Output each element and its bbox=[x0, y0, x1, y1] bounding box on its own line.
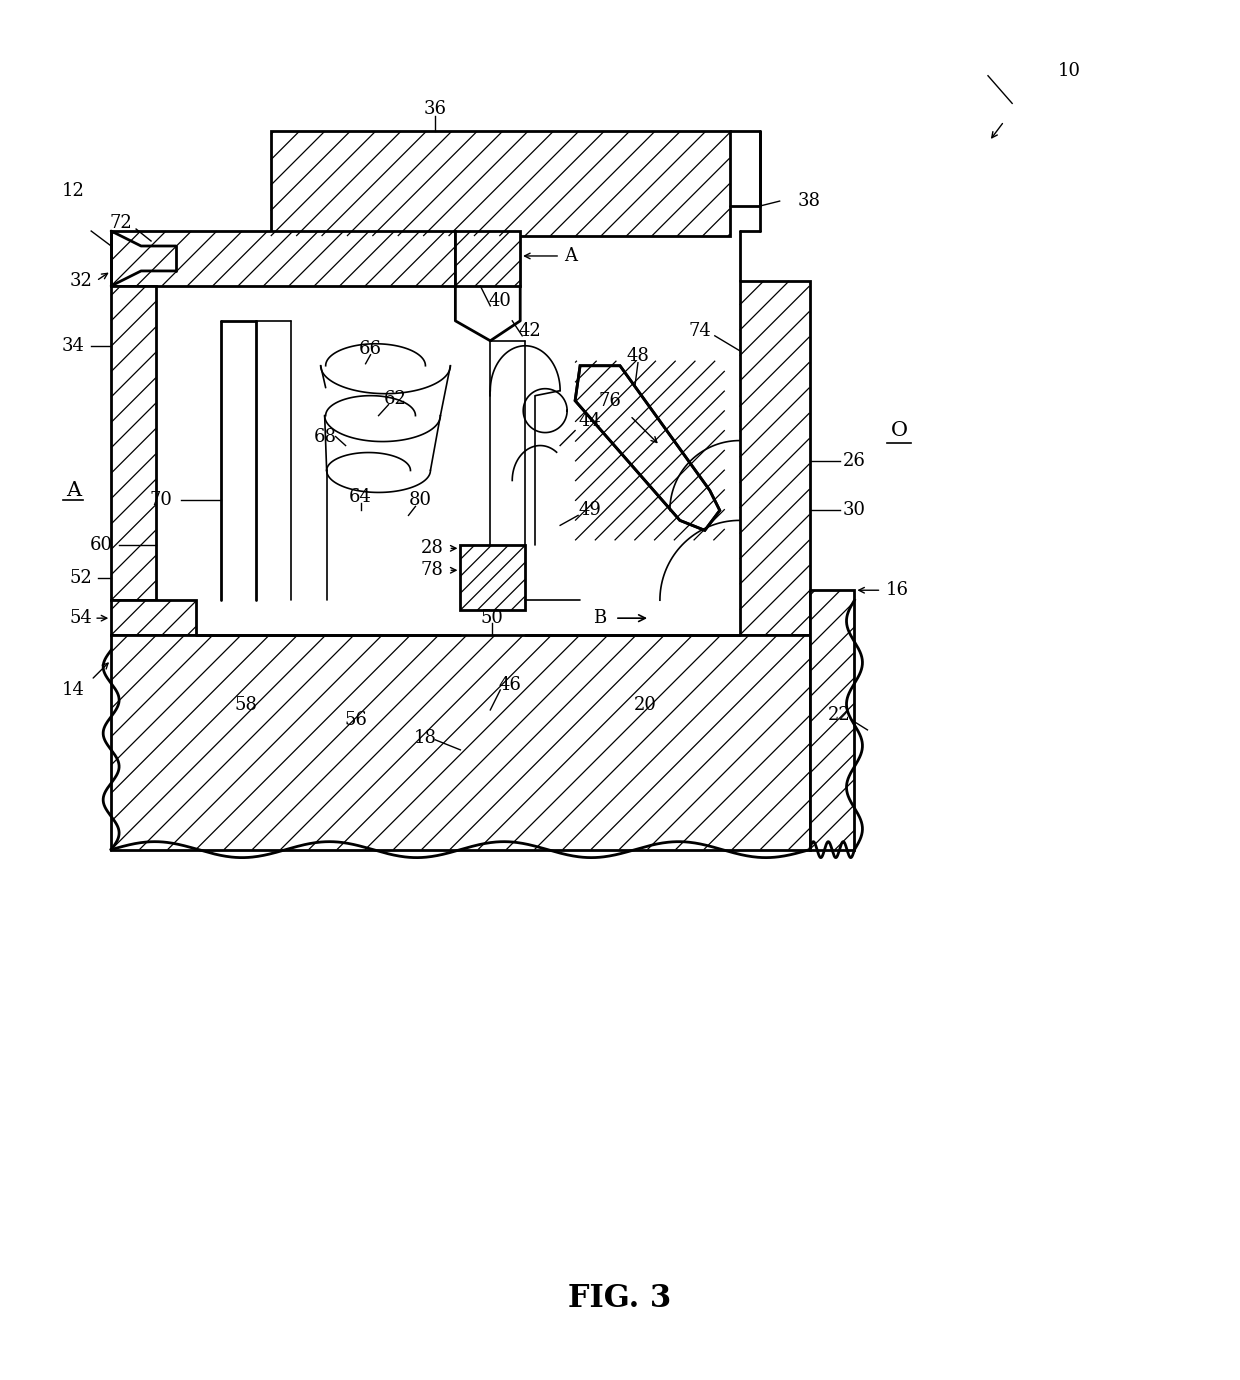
Text: 18: 18 bbox=[414, 729, 436, 747]
Text: 48: 48 bbox=[626, 346, 650, 364]
Bar bbox=[810, 591, 854, 850]
Bar bbox=[455, 230, 521, 286]
Text: 68: 68 bbox=[314, 428, 337, 446]
Text: B: B bbox=[594, 609, 606, 627]
Text: 32: 32 bbox=[69, 272, 93, 290]
Text: 56: 56 bbox=[345, 711, 367, 729]
Text: 76: 76 bbox=[599, 392, 621, 410]
Bar bbox=[112, 600, 196, 635]
Bar bbox=[460, 545, 526, 610]
Text: 49: 49 bbox=[579, 501, 601, 519]
Bar bbox=[270, 131, 730, 236]
Bar bbox=[112, 230, 455, 286]
Text: 52: 52 bbox=[69, 570, 93, 588]
Text: 44: 44 bbox=[579, 411, 601, 429]
Text: 36: 36 bbox=[424, 101, 446, 119]
Text: 40: 40 bbox=[489, 293, 512, 310]
Text: 80: 80 bbox=[409, 491, 432, 509]
Text: 78: 78 bbox=[422, 562, 444, 580]
Text: 38: 38 bbox=[799, 192, 821, 210]
Text: 30: 30 bbox=[843, 501, 866, 519]
Text: 62: 62 bbox=[384, 389, 407, 407]
Text: 42: 42 bbox=[518, 322, 542, 339]
Polygon shape bbox=[575, 366, 719, 530]
Text: O: O bbox=[890, 421, 908, 440]
Text: 64: 64 bbox=[350, 489, 372, 506]
Text: A: A bbox=[66, 482, 81, 500]
Text: 14: 14 bbox=[62, 680, 84, 700]
Text: A: A bbox=[564, 247, 577, 265]
Text: 26: 26 bbox=[843, 451, 866, 469]
Bar bbox=[112, 635, 810, 850]
Text: 50: 50 bbox=[481, 609, 503, 627]
Text: FIG. 3: FIG. 3 bbox=[568, 1283, 672, 1314]
Text: 54: 54 bbox=[69, 609, 93, 627]
Text: 46: 46 bbox=[498, 676, 522, 694]
Text: 28: 28 bbox=[422, 540, 444, 558]
Text: 60: 60 bbox=[89, 537, 113, 555]
Text: 20: 20 bbox=[634, 696, 656, 713]
Text: 12: 12 bbox=[62, 182, 84, 200]
Text: 10: 10 bbox=[1058, 62, 1080, 80]
Text: 16: 16 bbox=[885, 581, 909, 599]
Text: 70: 70 bbox=[150, 491, 172, 509]
Text: 22: 22 bbox=[828, 707, 851, 725]
Bar bbox=[740, 282, 810, 635]
Text: 58: 58 bbox=[234, 696, 257, 713]
Text: 74: 74 bbox=[688, 322, 712, 339]
Text: 34: 34 bbox=[62, 337, 84, 355]
Text: 72: 72 bbox=[110, 214, 133, 232]
Bar bbox=[112, 286, 156, 600]
Text: 66: 66 bbox=[360, 339, 382, 357]
